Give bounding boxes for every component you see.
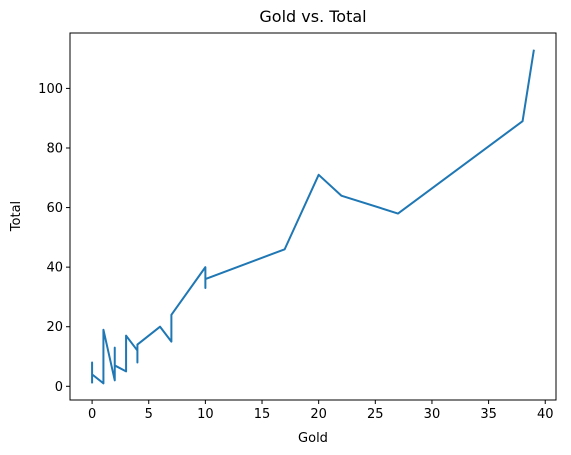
x-tick-label: 40 <box>537 407 554 422</box>
chart-title: Gold vs. Total <box>259 7 366 26</box>
plot-area-frame <box>69 32 557 401</box>
x-tick-label: 25 <box>367 407 384 422</box>
x-tick-label: 5 <box>145 407 153 422</box>
x-tick-label: 20 <box>310 407 327 422</box>
x-axis-label: Gold <box>298 431 328 446</box>
y-tick-label: 40 <box>46 261 63 276</box>
x-tick-label: 35 <box>480 407 497 422</box>
x-tick-label: 30 <box>424 407 441 422</box>
x-tick-label: 15 <box>254 407 271 422</box>
y-tick-label: 100 <box>38 82 63 97</box>
axis-ticks: 0 5 10 15 20 25 30 35 40 0 20 40 60 80 100 <box>38 82 553 422</box>
y-tick-label: 60 <box>46 201 63 216</box>
x-tick-label: 0 <box>88 407 96 422</box>
y-tick-label: 20 <box>46 320 63 335</box>
y-tick-label: 0 <box>55 380 63 395</box>
y-tick-label: 80 <box>46 141 63 156</box>
x-tick-label: 10 <box>197 407 214 422</box>
y-axis-label: Total <box>9 201 24 232</box>
series-line <box>91 49 535 385</box>
